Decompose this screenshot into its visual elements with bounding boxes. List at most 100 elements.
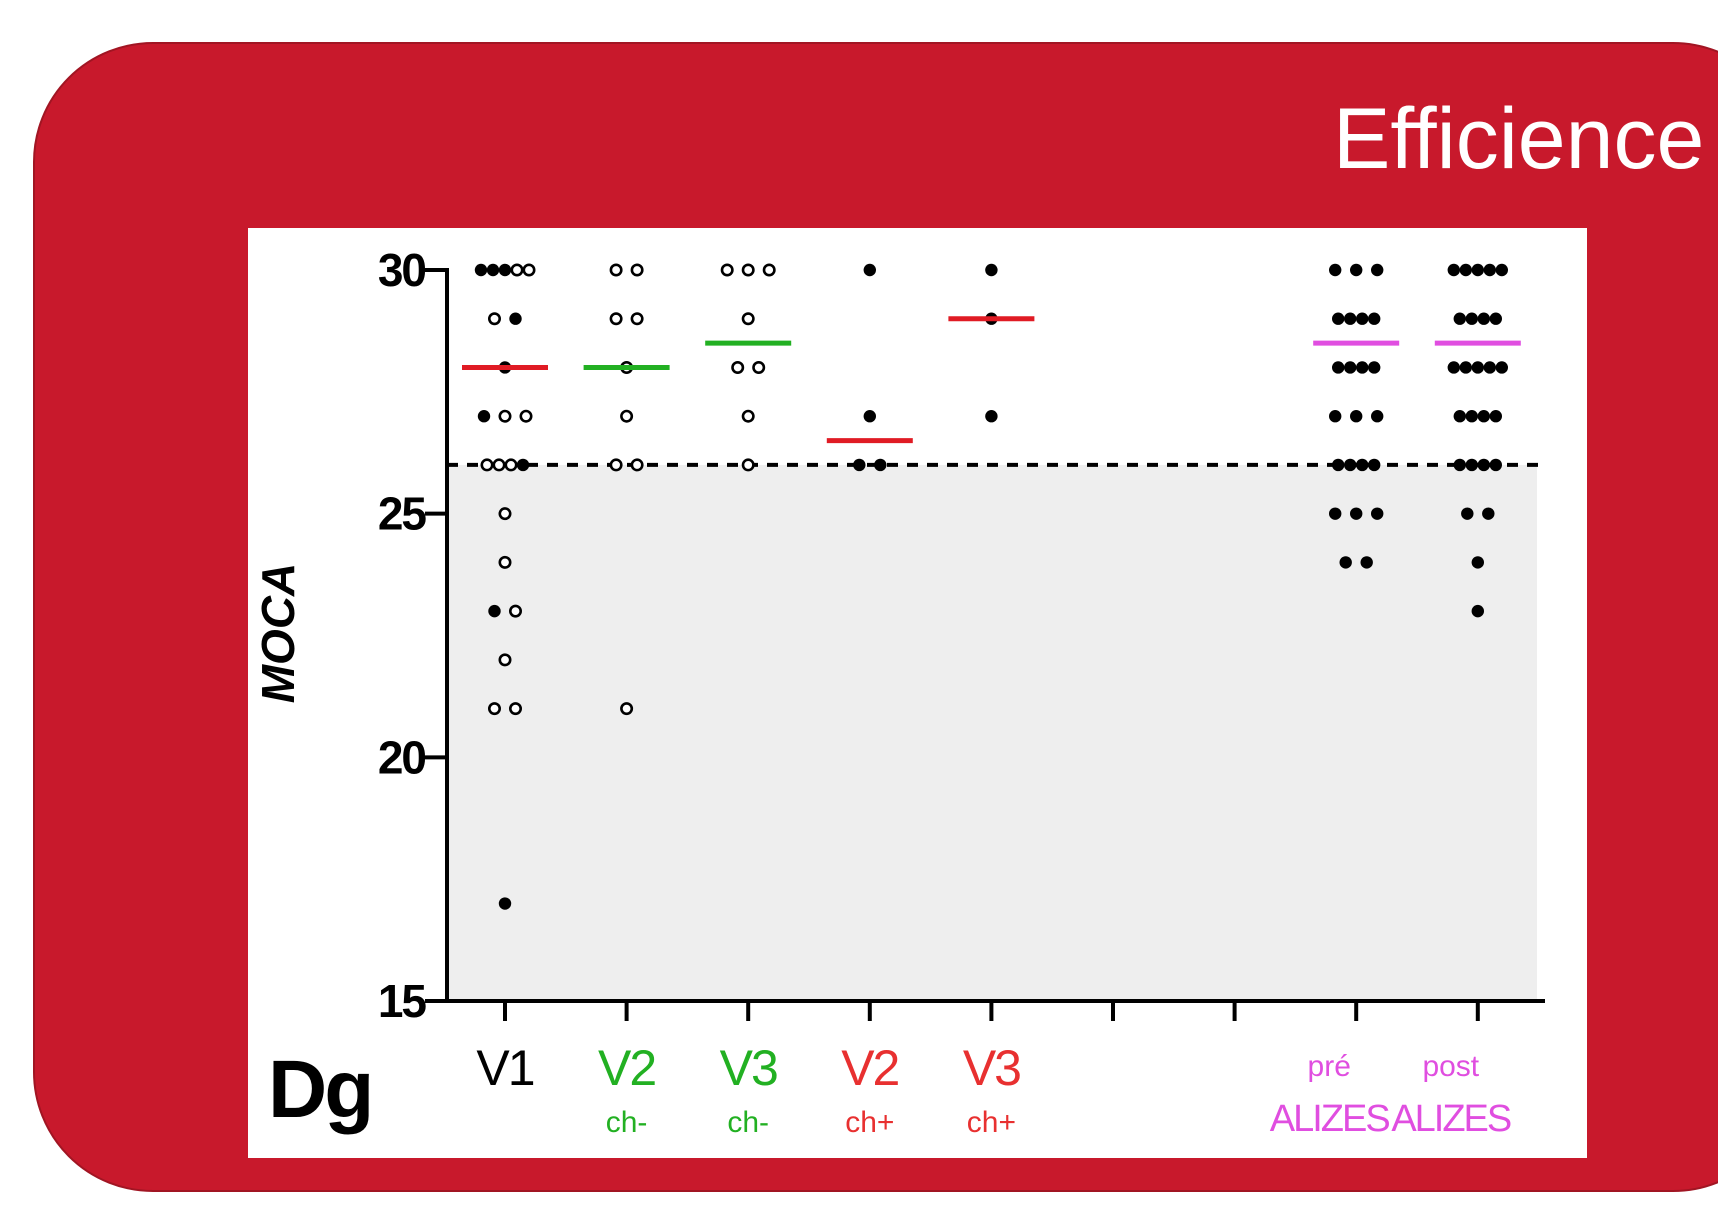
data-point-filled [1483,263,1497,277]
data-point-filled [1489,458,1503,472]
data-point-open [620,409,634,423]
x-tick-sublabel: ch+ [845,1106,894,1139]
x-tick-sublabel: ALIZES [1270,1098,1390,1140]
x-tick-label: V3 [720,1040,777,1096]
data-point-open [488,312,502,326]
data-point-filled [1368,312,1381,325]
x-tick-label: V2 [598,1040,655,1096]
x-tick-sublabel: ch- [727,1106,769,1139]
x-tick-sublabel: ALIZES [1391,1098,1511,1140]
data-point-filled [516,458,530,472]
data-point-open [480,458,494,472]
data-point-open [609,263,623,277]
data-point-filled [1495,263,1509,277]
data-point-filled [1339,556,1352,569]
data-point-filled [1344,361,1357,374]
data-point-filled [1350,410,1363,423]
data-point-filled [1453,410,1467,423]
corner-label: Dg [268,1044,371,1135]
data-point-filled [1471,556,1485,569]
data-point-filled [1332,361,1345,374]
data-point-filled [477,410,491,423]
data-point-open [504,458,518,472]
data-point-filled [1447,263,1461,277]
data-point-filled [474,263,488,277]
data-point-filled [1477,312,1491,325]
chart-box: 15 20 25 30 MOCA V1 V2 ch- V3 ch- V2 ch+ V3 ch+ pré ALI… [248,228,1587,1158]
x-tick-label: post [1422,1050,1479,1083]
data-point-filled [863,263,876,277]
data-point-open [510,263,524,277]
data-point-filled [1368,458,1381,472]
data-point-open [630,312,644,326]
data-point-filled [1350,507,1363,520]
data-point-filled [1477,458,1491,472]
data-point-filled [1371,410,1384,423]
data-point-filled [1371,507,1384,520]
y-tick-label: 20 [378,731,426,783]
data-point-filled [1489,410,1503,423]
data-point-filled [1360,556,1373,569]
data-point-filled [985,410,998,423]
data-point-filled [1465,458,1479,472]
data-point-filled [1471,361,1485,374]
data-point-filled [1447,361,1461,374]
data-point-open [609,458,623,472]
x-tick-label: V3 [963,1040,1020,1096]
data-point-filled [863,410,876,423]
data-point-open [630,263,644,277]
data-point-open [498,653,512,667]
data-point-open [630,458,644,472]
data-point-filled [1489,312,1503,325]
y-tick-label: 25 [378,488,427,540]
data-point-open [741,458,755,472]
data-point-filled [1483,361,1497,374]
data-point-filled [488,604,501,618]
data-point-filled [1461,507,1474,520]
data-point-open [508,604,522,618]
data-point-filled [1482,507,1495,520]
data-point-filled [1356,458,1369,472]
data-point-open [752,360,766,374]
data-point-open [620,702,634,716]
data-point-filled [1459,361,1473,374]
x-tick-label: pré [1308,1050,1351,1083]
data-point-filled [1453,312,1467,325]
data-point-filled [1471,604,1485,618]
data-point-filled [1465,312,1479,325]
data-point-filled [498,263,512,277]
data-point-open [731,360,745,374]
data-point-filled [1371,263,1384,277]
data-point-open [498,555,512,569]
data-point-filled [1329,410,1342,423]
data-point-filled [985,263,998,277]
data-point-open [519,409,533,423]
x-tick-sublabel: ch- [606,1106,648,1139]
data-point-filled [1471,263,1485,277]
data-point-filled [509,312,522,325]
data-point-filled [1495,361,1509,374]
data-point-filled [1344,458,1357,472]
data-point-filled [853,458,866,472]
y-tick-label: 15 [378,975,427,1027]
y-axis-label: MOCA [252,563,304,704]
data-point-filled [1465,410,1479,423]
moca-dot-plot: 15 20 25 30 MOCA V1 V2 ch- V3 ch- V2 ch+ V3 ch+ pré ALI… [252,244,1545,1140]
data-point-open [741,312,755,326]
data-point-filled [1356,361,1369,374]
data-point-filled [1356,312,1369,325]
x-tick-label: V2 [841,1040,898,1096]
x-tick-sublabel: ch+ [967,1106,1016,1139]
data-point-open [741,409,755,423]
slide-title: Efficience [1333,91,1705,187]
data-point-filled [1477,410,1491,423]
data-point-filled [486,263,500,277]
data-point-filled [1453,458,1467,472]
data-point-open [720,263,734,277]
data-point-filled [1344,312,1357,325]
data-point-open [488,702,502,716]
data-point-filled [1332,312,1345,325]
data-point-open [508,702,522,716]
data-point-filled [498,897,512,910]
data-point-filled [1329,507,1342,520]
